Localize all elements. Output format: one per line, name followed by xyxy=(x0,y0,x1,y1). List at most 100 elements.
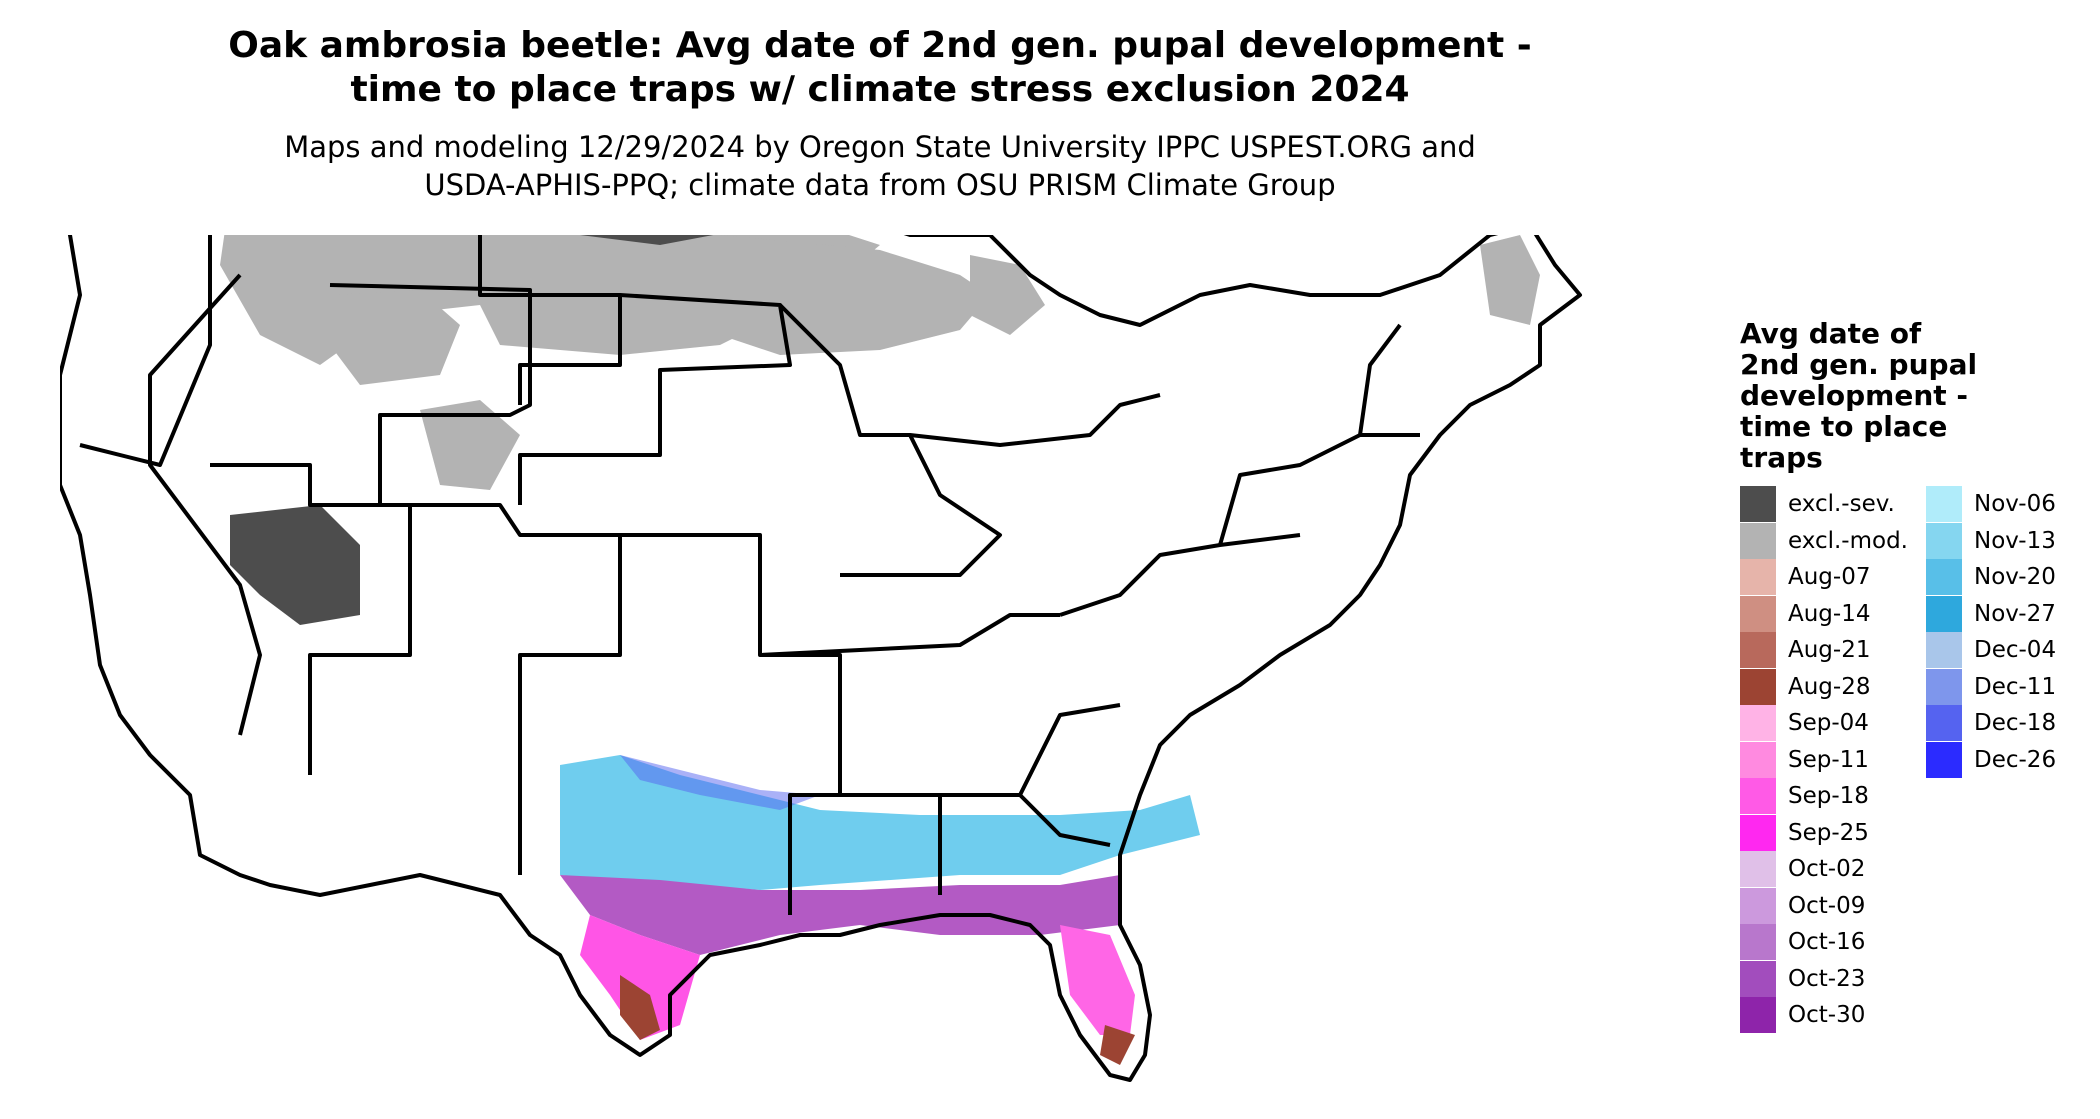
legend-swatch xyxy=(1740,522,1776,559)
legend-label: Sep-04 xyxy=(1788,710,1869,737)
legend-swatch xyxy=(1926,559,1962,596)
legend-swatch xyxy=(1740,924,1776,961)
legend-title-line: Avg date of xyxy=(1740,317,1922,350)
legend-label: Oct-09 xyxy=(1788,892,1866,919)
legend-label: Oct-30 xyxy=(1788,1002,1866,1029)
legend-swatch xyxy=(1740,814,1776,851)
legend-item: Sep-11 xyxy=(1740,741,1908,779)
legend-item: Aug-07 xyxy=(1740,559,1908,596)
excl-sev-arizona xyxy=(230,505,360,625)
legend-label: Nov-27 xyxy=(1974,600,2056,627)
legend-label: Nov-06 xyxy=(1974,491,2056,518)
border-appalachia xyxy=(1059,533,1301,617)
legend-label: Nov-20 xyxy=(1974,564,2056,591)
zone-sep-florida xyxy=(1060,925,1135,1035)
legend-item: Aug-21 xyxy=(1740,632,1908,669)
legend-item: Oct-09 xyxy=(1740,887,1908,925)
legend-label: excl.-mod. xyxy=(1788,527,1908,554)
legend-swatch xyxy=(1740,595,1776,632)
map-title-line2: time to place traps w/ climate stress ex… xyxy=(350,69,1410,110)
legend-title-line: 2nd gen. pupal xyxy=(1740,348,1978,381)
us-map xyxy=(58,183,1700,1115)
legend-swatch xyxy=(1926,486,1962,523)
legend-item: Sep-04 xyxy=(1740,705,1908,742)
legend-item: excl.-sev. xyxy=(1740,486,1908,523)
legend-swatch xyxy=(1740,887,1776,924)
legend-swatch xyxy=(1926,595,1962,632)
legend-swatch xyxy=(1740,997,1776,1034)
border-west-2 xyxy=(148,273,262,736)
legend-label: Nov-13 xyxy=(1974,527,2056,554)
legend-item: Oct-02 xyxy=(1740,851,1908,888)
excl-mod-newengland xyxy=(1480,235,1540,325)
legend-item: excl.-mod. xyxy=(1740,522,1908,560)
legend-label: Dec-11 xyxy=(1974,673,2057,700)
excl-mod-wyoming xyxy=(330,290,460,385)
state-borders xyxy=(58,183,1582,1082)
legend-swatch xyxy=(1926,522,1962,559)
legend-column-2: Nov-06 Nov-13 Nov-20 Nov-27 Dec-04 Dec-11 Dec-… xyxy=(1926,486,2056,778)
legend-label: Aug-14 xyxy=(1788,600,1871,627)
border-rockies xyxy=(329,283,532,505)
legend-title-line: time to place xyxy=(1740,410,1948,443)
legend-swatch xyxy=(1926,632,1962,669)
legend-swatch xyxy=(1740,851,1776,888)
excl-mod-wisconsin xyxy=(970,255,1045,335)
legend-label: Sep-25 xyxy=(1788,819,1869,846)
legend-swatch xyxy=(1926,705,1962,742)
zone-aug-florida xyxy=(1100,1025,1135,1065)
legend-swatch xyxy=(1740,632,1776,669)
legend-item: Nov-06 xyxy=(1926,486,2056,523)
us-map-svg xyxy=(58,183,1582,1082)
legend-item: Oct-16 xyxy=(1740,924,1908,961)
legend-label: Sep-18 xyxy=(1788,783,1869,810)
legend-swatch xyxy=(1926,668,1962,705)
border-mid-south xyxy=(759,613,1060,657)
legend-item: Dec-11 xyxy=(1926,668,2057,706)
legend-item: Sep-25 xyxy=(1740,814,1908,852)
legend-item: Aug-14 xyxy=(1740,595,1908,633)
legend-item: Aug-28 xyxy=(1740,668,1908,706)
legend-label: Aug-07 xyxy=(1788,564,1871,591)
legend-item: Dec-18 xyxy=(1926,705,2056,742)
legend-swatch xyxy=(1740,778,1776,815)
map-subtitle-line1: Maps and modeling 12/29/2024 by Oregon S… xyxy=(284,130,1476,164)
southern-zone-bands xyxy=(560,755,1200,1065)
legend-label: Aug-21 xyxy=(1788,637,1871,664)
legend-item: Oct-23 xyxy=(1740,960,1908,998)
border-midwest xyxy=(778,303,1002,577)
legend-title-line: development - xyxy=(1740,379,1969,412)
zone-aug-texas xyxy=(620,975,660,1040)
legend-column-1: excl.-sev. excl.-mod. Aug-07 Aug-14 Aug-21 Au… xyxy=(1740,486,1908,1034)
legend-item: Nov-20 xyxy=(1926,559,2056,596)
legend-item: Oct-30 xyxy=(1740,997,1908,1034)
legend-title-line: traps xyxy=(1740,441,1823,474)
legend-swatch xyxy=(1740,705,1776,742)
excl-mod-colorado xyxy=(420,400,520,490)
map-title-line1: Oak ambrosia beetle: Avg date of 2nd gen… xyxy=(228,25,1532,66)
border-great-plains xyxy=(478,195,622,405)
border-great-lakes xyxy=(909,393,1161,447)
legend-label: Aug-28 xyxy=(1788,673,1871,700)
legend-swatch xyxy=(1926,741,1962,778)
legend-item: Dec-26 xyxy=(1926,741,2057,779)
zone-oct-band xyxy=(560,875,1120,955)
legend-item: Nov-13 xyxy=(1926,522,2056,560)
border-south-central xyxy=(620,533,842,915)
legend-swatch xyxy=(1740,559,1776,596)
legend-swatch xyxy=(1740,960,1776,997)
map-subtitle-line2: USDA-APHIS-PPQ; climate data from OSU PR… xyxy=(424,168,1336,202)
zone-dec-band xyxy=(620,755,820,810)
legend-label: Oct-02 xyxy=(1788,856,1866,883)
map-title: Oak ambrosia beetle: Avg date of 2nd gen… xyxy=(0,24,1760,112)
legend-item: Sep-18 xyxy=(1740,778,1908,815)
legend-item: Nov-27 xyxy=(1926,595,2056,633)
map-subtitle: Maps and modeling 12/29/2024 by Oregon S… xyxy=(0,128,1760,204)
legend-swatch xyxy=(1740,668,1776,705)
legend-label: Oct-23 xyxy=(1788,965,1866,992)
legend-label: Dec-26 xyxy=(1974,746,2057,773)
legend-label: excl.-sev. xyxy=(1788,491,1895,518)
legend-title: Avg date of 2nd gen. pupal development -… xyxy=(1740,318,2060,473)
legend-label: Dec-04 xyxy=(1974,637,2057,664)
us-outline xyxy=(58,183,1582,1082)
